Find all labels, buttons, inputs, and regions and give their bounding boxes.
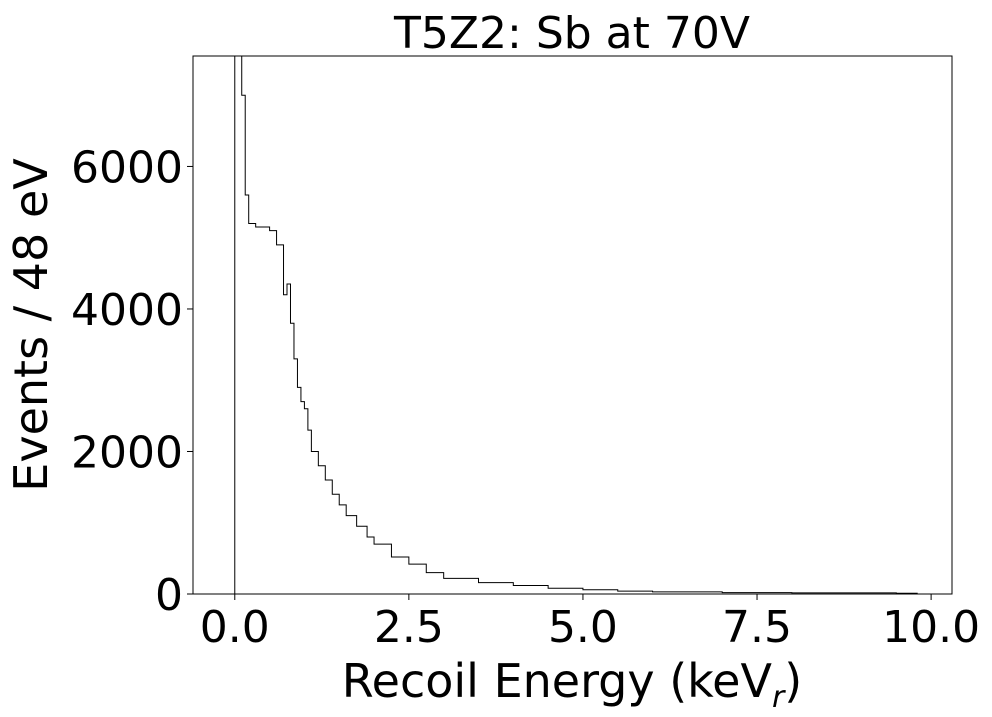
histogram-series [234, 55, 918, 594]
x-tick-label: 0.0 [200, 602, 270, 653]
x-axis-label-close: ) [784, 654, 802, 708]
x-axis-label-subscript: r [772, 680, 786, 715]
x-tick-label: 5.0 [548, 602, 618, 653]
chart-title: T5Z2: Sb at 70V [393, 8, 750, 59]
y-axis-label: Events / 48 eV [4, 158, 58, 492]
x-tick-label: 2.5 [374, 602, 444, 653]
x-axis-ticks: 0.0 2.5 5.0 7.5 10.0 [200, 594, 980, 653]
y-tick-label: 0 [155, 570, 183, 621]
y-axis-ticks: 0 2000 4000 6000 [71, 142, 193, 621]
plot-area [192, 55, 953, 595]
y-tick-label: 4000 [71, 285, 183, 336]
y-tick-label: 6000 [71, 142, 183, 193]
x-tick-label: 7.5 [722, 602, 792, 653]
y-tick-label: 2000 [71, 427, 183, 478]
x-axis-label: Recoil Energy (keVr) [342, 654, 803, 715]
x-tick-label: 10.0 [882, 602, 980, 653]
